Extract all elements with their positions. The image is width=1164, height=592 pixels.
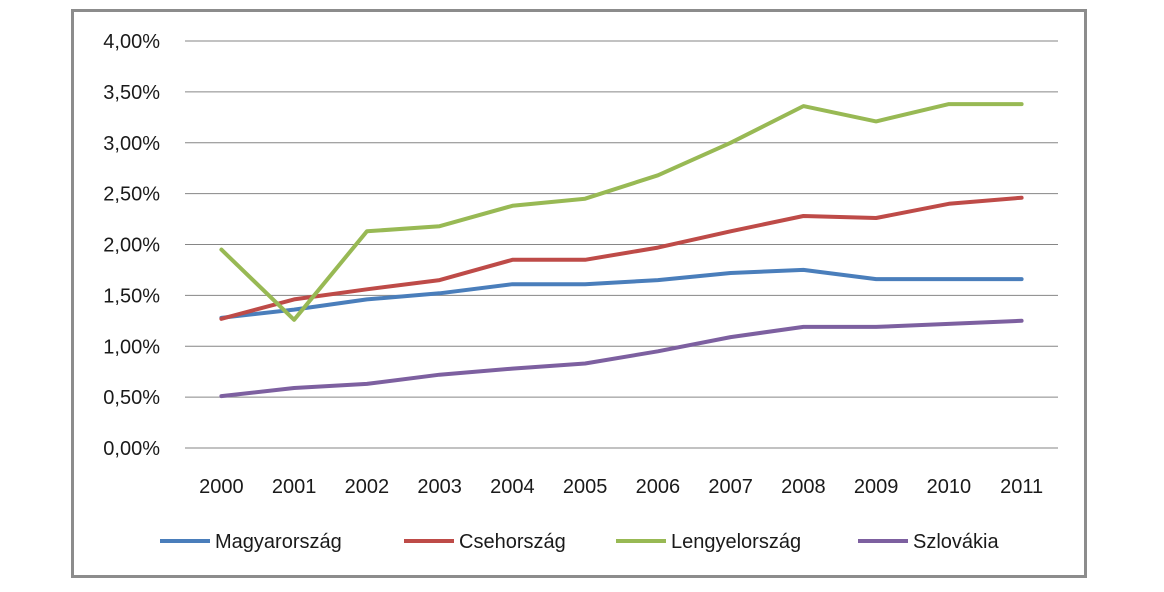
x-tick-label: 2010: [927, 476, 972, 498]
x-tick-label: 2006: [636, 476, 681, 498]
legend-item: Szlovákia: [858, 531, 999, 553]
x-tick-label: 2001: [272, 476, 317, 498]
y-tick-label: 1,00%: [103, 336, 160, 358]
y-tick-label: 2,00%: [103, 235, 160, 257]
x-tick-label: 2004: [490, 476, 535, 498]
series-line: [219, 267, 1024, 320]
y-tick-label: 0,50%: [103, 387, 160, 409]
x-tick-label: 2007: [708, 476, 753, 498]
x-tick-label: 2000: [199, 476, 244, 498]
gridlines: [185, 40, 1058, 449]
legend-label: Csehország: [459, 531, 566, 553]
legend-item: Csehország: [404, 531, 566, 553]
series-line: [219, 195, 1024, 321]
y-tick-label: 2,50%: [103, 184, 160, 206]
legend: Magyarország Csehország Lengyelország Szlov…: [160, 531, 999, 553]
legend-item: Lengyelország: [616, 531, 801, 553]
legend-label: Magyarország: [215, 531, 342, 553]
chart-frame: [71, 9, 1087, 578]
y-axis-tick-labels: 0,00% 0,50% 1,00% 1,50% 2,00% 2,50% 3,00% 3,50%…: [103, 31, 160, 460]
series-line: [219, 318, 1024, 399]
y-tick-label: 0,00%: [103, 438, 160, 460]
y-tick-label: 3,00%: [103, 133, 160, 155]
y-tick-label: 4,00%: [103, 31, 160, 53]
x-tick-label: 2011: [1000, 476, 1043, 498]
x-axis-tick-labels: 2000 2001 2002 2003 2004 2005 2006 2007 2008 2009…: [199, 476, 1043, 498]
y-tick-label: 3,50%: [103, 82, 160, 104]
x-tick-label: 2005: [563, 476, 608, 498]
series-line: [219, 102, 1024, 322]
x-tick-label: 2002: [345, 476, 390, 498]
legend-label: Lengyelország: [671, 531, 801, 553]
x-tick-label: 2009: [854, 476, 899, 498]
y-tick-label: 1,50%: [103, 285, 160, 307]
series-lines: [219, 102, 1024, 399]
legend-label: Szlovákia: [913, 531, 999, 553]
legend-item: Magyarország: [160, 531, 342, 553]
x-tick-label: 2008: [781, 476, 826, 498]
x-tick-label: 2003: [417, 476, 462, 498]
